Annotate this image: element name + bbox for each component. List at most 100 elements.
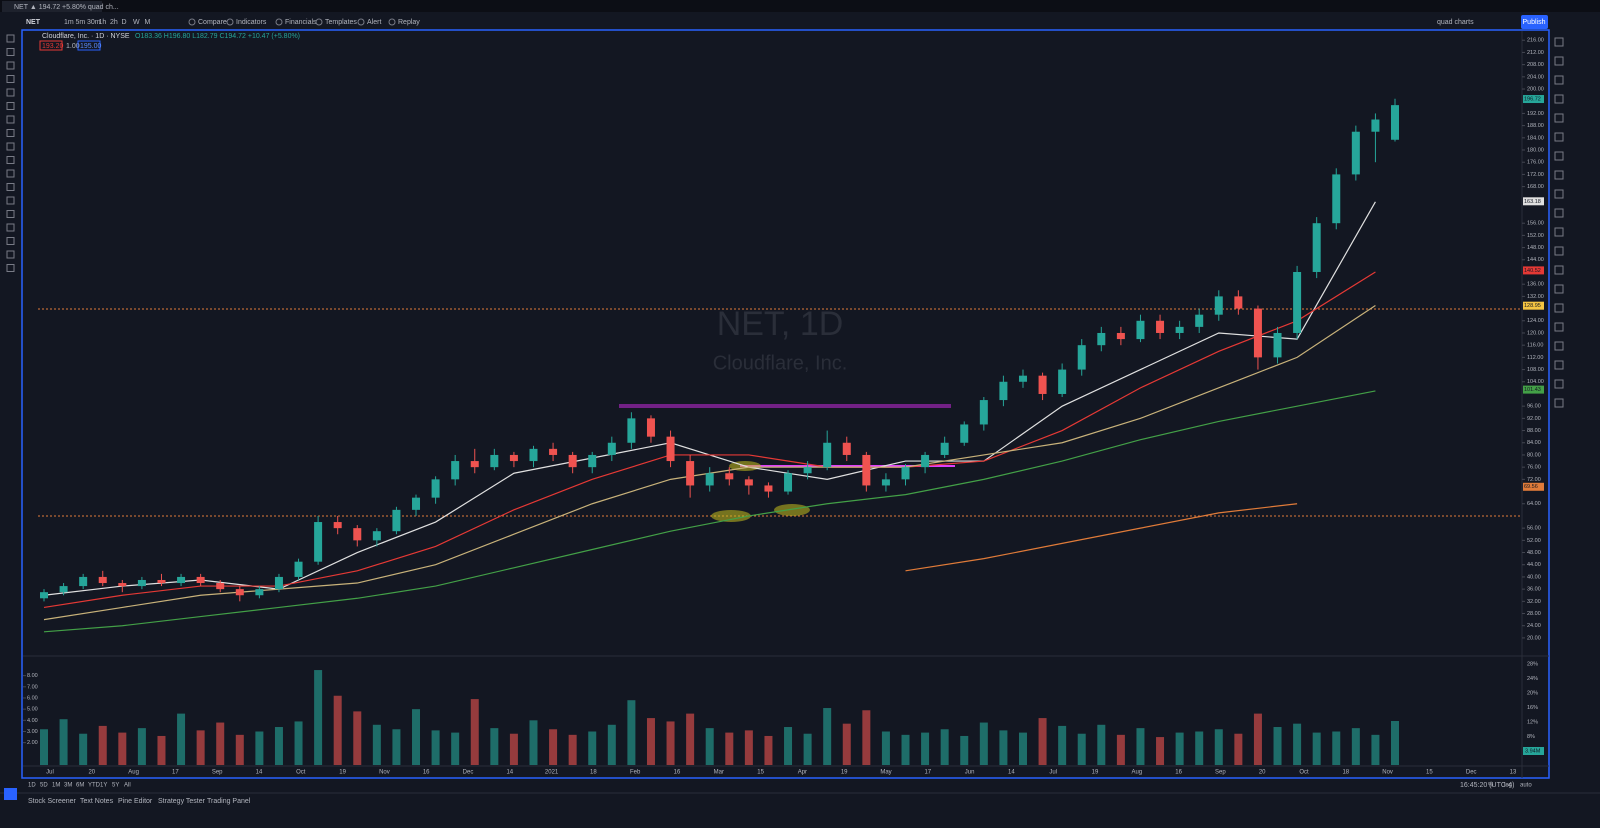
tool-icon[interactable] [6,156,15,164]
symbol[interactable]: NET [26,19,41,26]
volume-bar [314,670,323,765]
interval[interactable]: M [145,19,151,26]
tool-icon[interactable] [6,129,15,137]
bottom-tab[interactable]: Text Notes [80,798,114,805]
scale-option[interactable]: log [1504,783,1512,789]
tool-icon[interactable] [6,169,15,178]
date-label: 16 [423,770,430,776]
candle-body [372,531,381,541]
interval[interactable]: W [133,19,140,26]
tool-icon[interactable] [6,264,15,272]
bottom-tab[interactable]: Stock Screener [28,798,77,805]
top-toolbar [0,13,1600,30]
range-button[interactable]: 1Y [100,783,107,789]
volume-bar [216,722,225,765]
tool-icon[interactable] [6,223,15,232]
panel-icon[interactable] [1554,189,1564,199]
toolbar-button[interactable]: Indicators [236,19,267,26]
candle-body [1077,345,1086,370]
tool-icon[interactable] [6,115,15,124]
toolbar-button[interactable]: Templates [325,19,357,26]
panel-icon[interactable] [1554,37,1564,47]
bottom-tab[interactable]: Strategy Tester [158,798,206,805]
panel-icon[interactable] [1554,341,1564,351]
moving-average [43,271,1376,609]
toolbar-button[interactable]: Financials [285,19,317,26]
panel-icon[interactable] [1554,360,1564,370]
tool-icon[interactable] [6,196,15,205]
drawing-ellipse[interactable] [711,510,751,522]
tool-icon[interactable] [6,142,15,151]
panel-icon[interactable] [1554,265,1564,275]
tool-icon[interactable] [6,102,15,110]
toolbar-button[interactable]: Alert [367,19,381,26]
price-tag-label: 101.43 [1524,387,1541,393]
volume-bar [490,728,499,765]
price-tick-label: 80.00 [1527,452,1541,458]
toolbar-button[interactable]: Compare [198,19,227,26]
candle-body [901,467,910,480]
panel-icon[interactable] [1554,113,1564,123]
bottom-tab[interactable]: Pine Editor [118,798,153,805]
tool-icon[interactable] [6,250,15,259]
panel-icon[interactable] [1554,398,1564,408]
tool-icon[interactable] [6,88,15,97]
range-button[interactable]: YTD [88,783,101,789]
candle-body [196,576,205,584]
tool-icon[interactable] [6,61,15,70]
layout-name[interactable]: quad charts [1437,19,1474,26]
interval[interactable]: 30m [87,19,101,26]
volume-bar [1293,723,1302,765]
candle-body [1332,174,1341,224]
scale-option[interactable]: auto [1520,783,1532,789]
panel-icon[interactable] [1554,227,1564,237]
panel-icon[interactable] [1554,322,1564,332]
panel-icon[interactable] [1554,151,1564,161]
panel-icon[interactable] [1554,75,1564,85]
range-button[interactable]: 5D [40,783,48,789]
volume-bar [1116,734,1125,765]
range-button[interactable]: 3M [64,783,72,789]
panel-icon[interactable] [1554,56,1564,66]
panel-icon[interactable] [1554,132,1564,142]
range-button[interactable]: 1D [28,783,36,789]
publish-button[interactable] [1521,15,1548,29]
range-button[interactable]: 6M [76,783,84,789]
drawing-ellipse[interactable] [774,504,810,516]
panel-icon[interactable] [1554,284,1564,294]
panel-icon[interactable] [1554,379,1564,389]
interval[interactable]: D [122,19,127,26]
drawing-rectangle[interactable] [619,404,951,408]
range-button[interactable]: 5Y [112,783,119,789]
tool-icon[interactable] [6,75,15,83]
interval[interactable]: 1h [99,19,107,26]
volume-bar [1156,737,1165,765]
range-button[interactable]: All [124,783,131,789]
range-button[interactable]: 1M [52,783,60,789]
bottom-area [0,780,1600,828]
tool-icon[interactable] [6,210,15,218]
volume-bar [881,731,890,765]
date-label: Jul [1049,770,1057,776]
toolbar-button[interactable]: Replay [398,19,420,26]
candle-body [255,589,264,596]
tool-icon[interactable] [6,34,15,43]
bottom-tab[interactable]: Trading Panel [207,798,251,805]
panel-icon[interactable] [1554,94,1564,104]
date-label: Dec [463,770,474,776]
tool-icon[interactable] [6,183,15,191]
tool-icon[interactable] [6,237,15,245]
interval[interactable]: 2h [110,19,118,26]
scale-option[interactable]: % [1488,783,1494,789]
panel-icon[interactable] [1554,170,1564,180]
tool-icon[interactable] [6,48,15,56]
browser-tab[interactable] [2,1,102,12]
panel-icon[interactable] [1554,303,1564,313]
interval[interactable]: 1m [64,19,74,26]
interval[interactable]: 5m [76,19,86,26]
panel-icon[interactable] [1554,246,1564,256]
volume-bar [940,729,949,765]
app-logo[interactable] [4,788,17,800]
panel-icon[interactable] [1554,208,1564,218]
